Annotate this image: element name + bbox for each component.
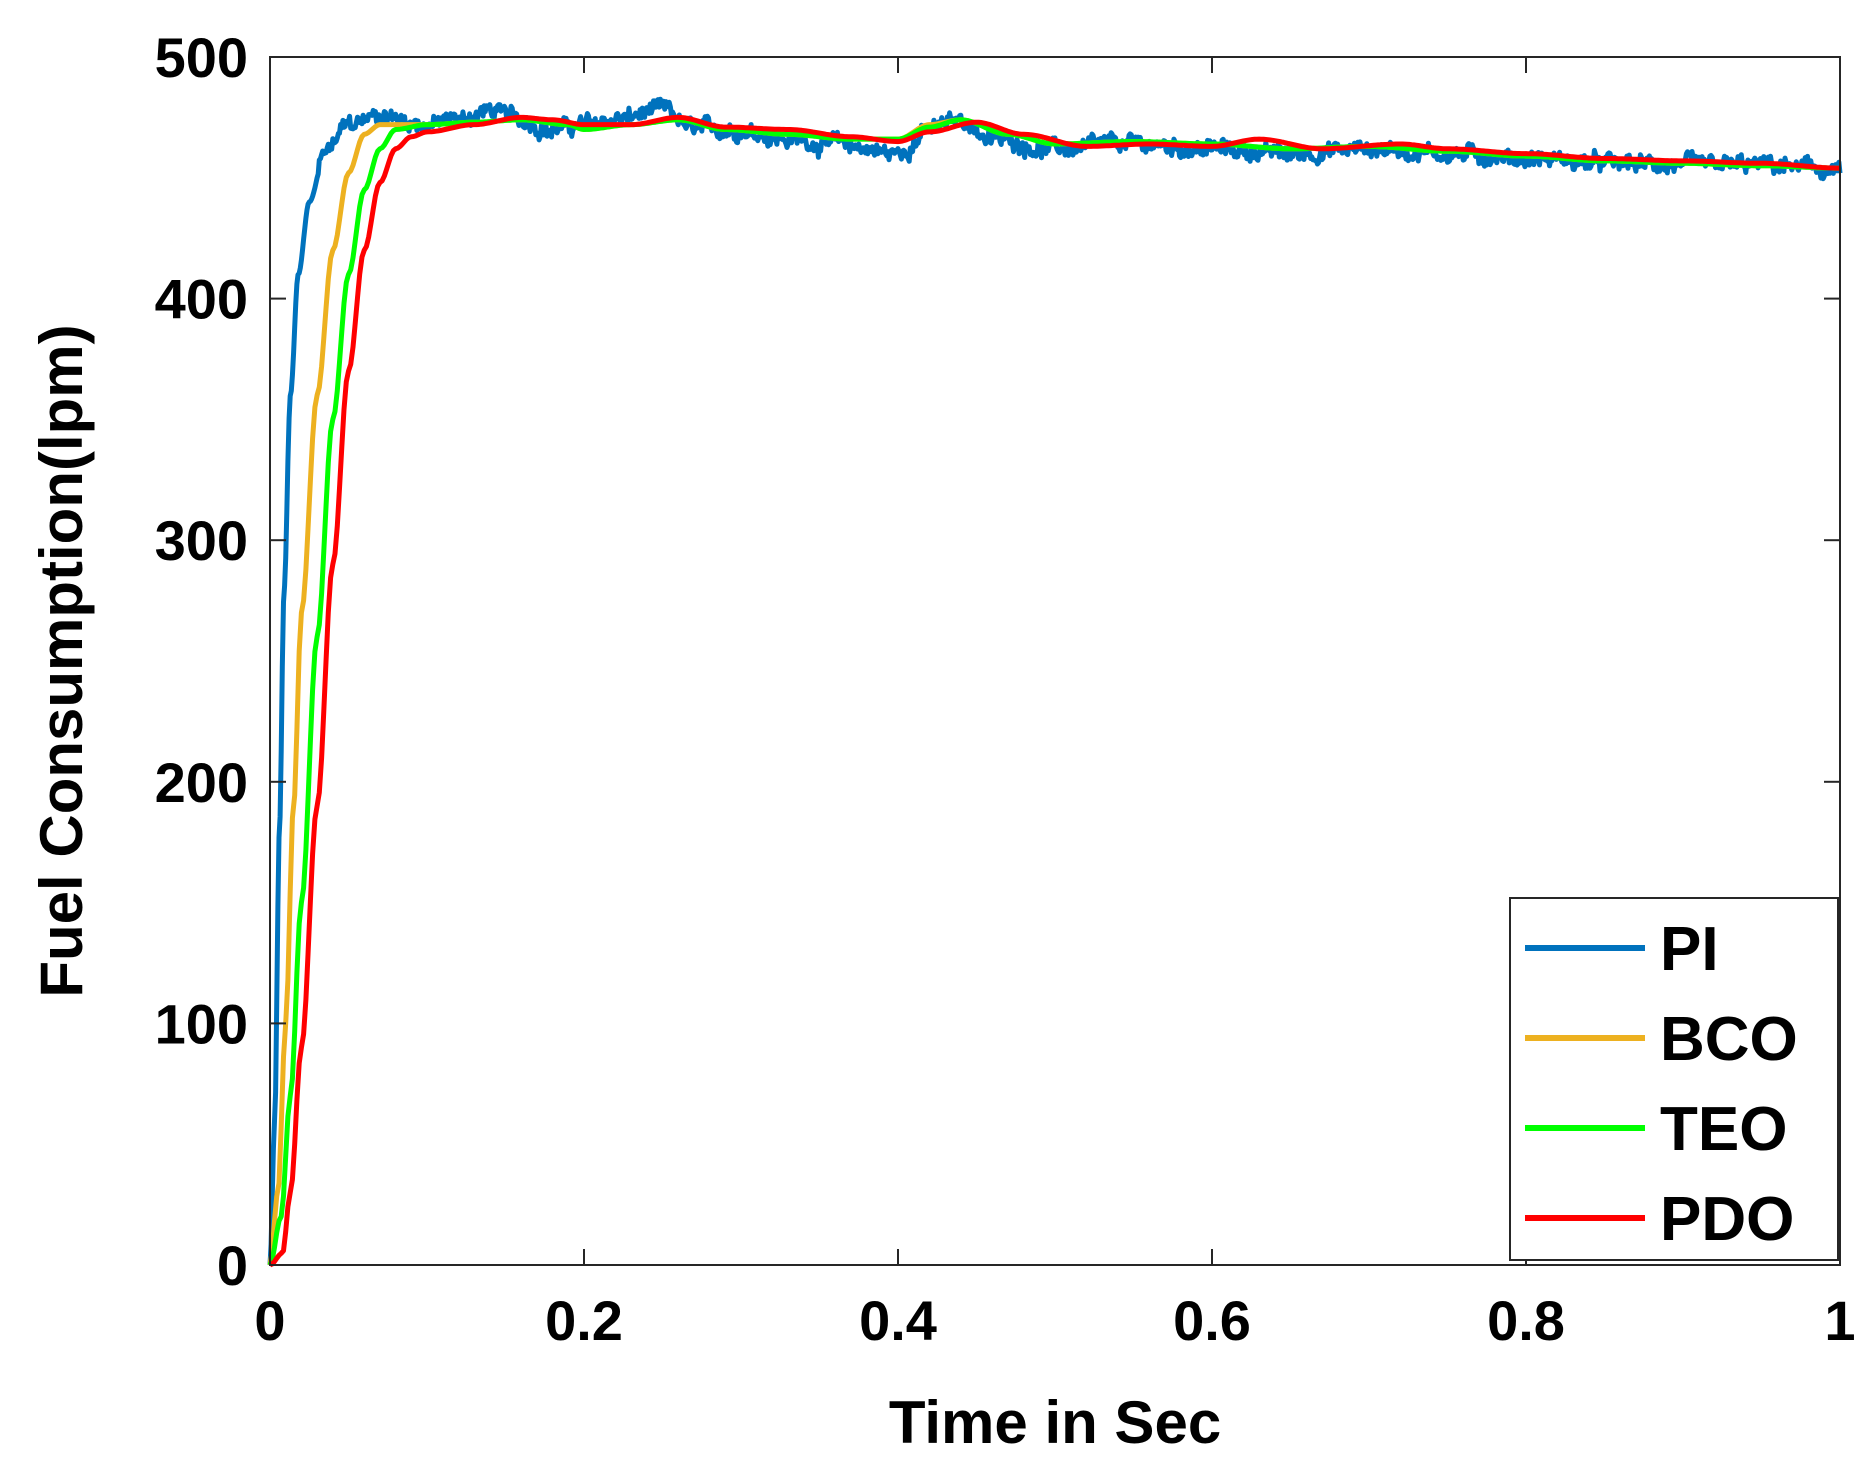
legend-label-pi: PI (1660, 915, 1719, 984)
legend: PI BCO TEO PDO (1509, 897, 1839, 1261)
labels-layer: 0 0.2 0.4 0.6 0.8 1 0 100 200 300 400 500 (155, 26, 1856, 1352)
ticks-layer (269, 56, 1841, 1266)
y-tick-label: 500 (155, 26, 248, 89)
y-tick-label: 400 (155, 268, 248, 331)
y-tick-label: 100 (155, 992, 248, 1055)
series-line-pdo (268, 114, 1841, 1268)
plot-frame (269, 56, 1841, 1266)
y-tick-label: 0 (217, 1234, 248, 1297)
legend-box (1509, 897, 1839, 1261)
x-tick-label: 0.8 (1487, 1289, 1565, 1352)
series-layer (267, 96, 1843, 1268)
x-tick-label: 0.4 (859, 1289, 937, 1352)
x-tick-label: 1 (1824, 1289, 1855, 1352)
y-tick-label: 200 (155, 751, 248, 814)
legend-label-pdo: PDO (1660, 1185, 1794, 1254)
y-tick-label: 300 (155, 509, 248, 572)
y-axis-title: Fuel Consumption(lpm) (28, 324, 95, 997)
x-tick-label: 0.2 (545, 1289, 623, 1352)
legend-label-teo: TEO (1660, 1095, 1787, 1164)
x-tick-label: 0.6 (1173, 1289, 1251, 1352)
legend-label-bco: BCO (1660, 1005, 1798, 1074)
x-axis-title: Time in Sec (889, 1389, 1221, 1456)
x-tick-label: 0 (254, 1289, 285, 1352)
